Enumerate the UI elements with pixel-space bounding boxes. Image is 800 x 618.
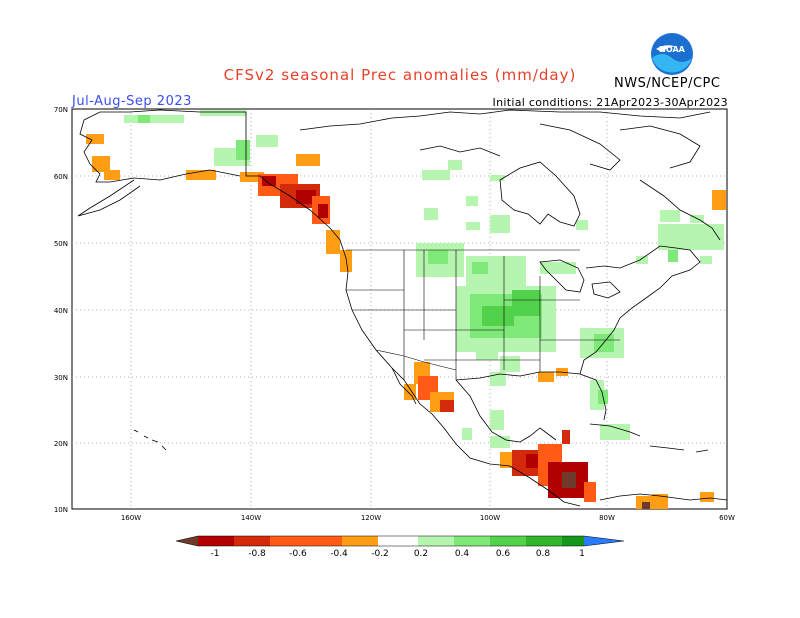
- colorbar-high-triangle: [584, 536, 624, 546]
- negative-anomaly-shading: [86, 134, 726, 509]
- longitude-labels: 160W 140W 120W 100W 80W 60W: [121, 514, 735, 522]
- colorbar-label: 0.8: [536, 549, 551, 559]
- colorbar-label: 0.4: [455, 549, 470, 559]
- initial-conditions-label: Initial conditions: 21Apr2023-30Apr2023: [492, 96, 728, 109]
- colorbar-label: -0.2: [371, 549, 389, 559]
- lon-label-80w: 80W: [599, 514, 615, 522]
- colorbar-labels: -1 -0.8 -0.6 -0.4 -0.2 0.2 0.4 0.6 0.8 1: [211, 549, 585, 559]
- colorbar-label: -0.4: [330, 549, 348, 559]
- lat-label-50n: 50N: [54, 240, 68, 248]
- coastlines: [77, 109, 728, 507]
- colorbar-label: 0.6: [496, 549, 511, 559]
- map-frame: [71, 108, 728, 510]
- colorbar-low-triangle: [176, 536, 198, 546]
- colorbar-label: -0.8: [248, 549, 266, 559]
- lat-label-60n: 60N: [54, 173, 68, 181]
- lon-label-100w: 100W: [480, 514, 500, 522]
- agency-label: NWS/NCEP/CPC: [614, 76, 721, 91]
- colorbar: [175, 535, 625, 547]
- lon-label-160w: 160W: [121, 514, 141, 522]
- season-label: Jul-Aug-Sep 2023: [72, 94, 192, 109]
- lat-label-40n: 40N: [54, 307, 68, 315]
- political-boundaries: [346, 249, 620, 380]
- colorbar-label: -0.6: [289, 549, 307, 559]
- lat-label-30n: 30N: [54, 374, 68, 382]
- positive-anomaly-shading: [124, 110, 724, 448]
- map-title: CFSv2 seasonal Prec anomalies (mm/day): [223, 66, 577, 84]
- colorbar-label: 0.2: [414, 549, 428, 559]
- lat-label-10n: 10N: [54, 506, 68, 514]
- latitude-labels: 70N 60N 50N 40N 30N 20N 10N: [54, 106, 68, 514]
- lat-label-70n: 70N: [54, 106, 68, 114]
- lon-label-120w: 120W: [361, 514, 381, 522]
- svg-text:NOAA: NOAA: [659, 45, 685, 54]
- colorbar-label: 1: [579, 549, 585, 559]
- lat-label-20n: 20N: [54, 440, 68, 448]
- colorbar-label: -1: [211, 549, 220, 559]
- lon-label-140w: 140W: [241, 514, 261, 522]
- lon-label-60w: 60W: [719, 514, 735, 522]
- noaa-logo-icon: NOAA: [651, 33, 693, 75]
